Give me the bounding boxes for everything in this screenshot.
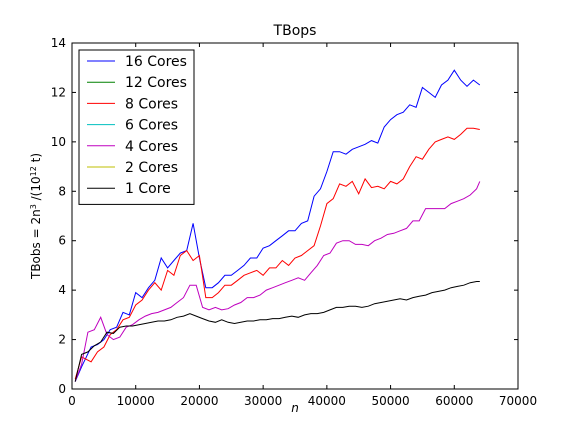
y-tick-label: 0 <box>58 382 66 396</box>
x-axis-title: n <box>291 401 299 415</box>
y-tick-label: 4 <box>58 283 66 297</box>
legend-label-1-core: 1 Core <box>125 181 171 197</box>
y-axis-title: TBobs = 2n3 /(1012 t) <box>29 153 44 280</box>
legend: 16 Cores 12 Cores 8 Cores 6 Cores 4 Cores 2 C… <box>78 49 195 205</box>
axes-frame <box>71 42 519 390</box>
y-tick-label: 12 <box>51 85 66 99</box>
legend-label-12-cores: 12 Cores <box>125 75 187 91</box>
y-tick-label: 6 <box>58 234 66 248</box>
x-tick-label: 40000 <box>308 394 346 408</box>
y-axis-title-sup2: 12 <box>29 166 38 176</box>
x-tick-label: 60000 <box>435 394 473 408</box>
axes: 0 10000 20000 30000 40000 50000 60000 70000 0 2 4 6… <box>51 36 537 408</box>
plot-area <box>74 69 481 382</box>
y-axis-title-end: t) <box>29 153 43 166</box>
x-tick-label: 20000 <box>180 394 218 408</box>
y-tick-label: 14 <box>51 36 66 50</box>
legend-label-16-cores: 16 Cores <box>125 54 187 70</box>
y-axis-title-sup1: 3 <box>29 204 38 209</box>
x-tick-label: 10000 <box>117 394 155 408</box>
legend-label-6-cores: 6 Cores <box>125 118 178 134</box>
y-axis-title-main: TBobs = 2n <box>29 209 43 280</box>
series-line-1-core <box>74 281 480 382</box>
x-tick-label: 0 <box>68 394 76 408</box>
legend-box <box>78 49 195 205</box>
x-tick-label: 30000 <box>244 394 282 408</box>
y-tick-label: 10 <box>51 135 66 149</box>
legend-label-4-cores: 4 Cores <box>125 139 178 155</box>
series-line-8-cores <box>74 127 480 380</box>
y-tick-label: 8 <box>58 184 66 198</box>
x-tick-label: 70000 <box>499 394 537 408</box>
y-axis-title-mid: /(10 <box>29 176 43 204</box>
legend-label-2-cores: 2 Cores <box>125 160 178 176</box>
x-tick-label: 50000 <box>371 394 409 408</box>
series-line-16-cores <box>74 69 481 382</box>
legend-label-8-cores: 8 Cores <box>125 96 178 112</box>
y-tick-label: 2 <box>58 333 66 347</box>
chart-title: TBops <box>273 23 317 39</box>
series-line-4-cores <box>74 181 481 382</box>
